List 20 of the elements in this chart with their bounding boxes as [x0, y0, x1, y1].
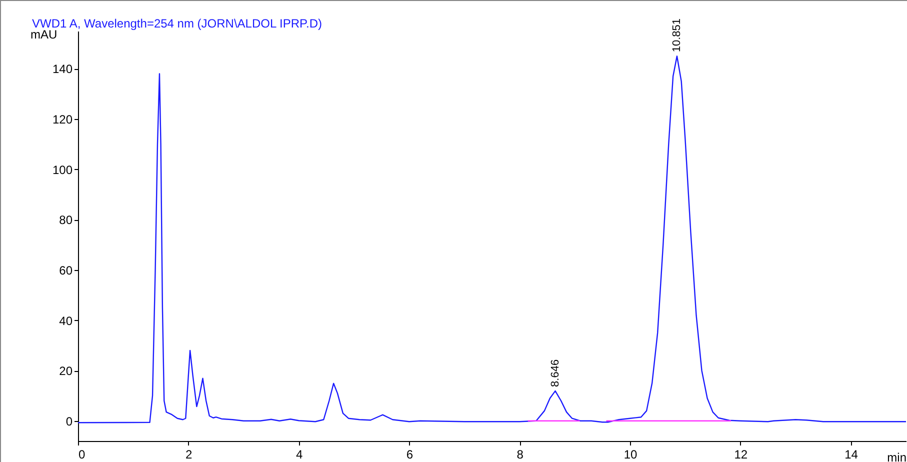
annotation: 8.646: [549, 359, 562, 387]
x-tick-label: 14: [844, 448, 858, 462]
line-series: [77, 56, 907, 424]
x-tick-label: 12: [734, 448, 748, 462]
x-tick-label: 10: [624, 448, 638, 462]
x-tick-label: 2: [186, 448, 193, 462]
y-tick-label: 120: [52, 112, 73, 127]
annotation: 10.851: [670, 18, 683, 52]
y-tick-label: 20: [59, 364, 73, 378]
x-tick-label: 4: [296, 448, 303, 462]
y-tick-label: 0: [66, 414, 73, 428]
x-tick-label: 0: [78, 448, 86, 462]
x-tick-label: 8: [516, 448, 524, 462]
y-tick-label: 140: [52, 62, 73, 76]
x-tick-label: 6: [406, 448, 414, 462]
y-tick-label: 100: [52, 162, 73, 177]
x-axis-title: min: [887, 450, 906, 462]
y-tick-label: 40: [59, 314, 73, 328]
y-tick-label: 80: [59, 213, 73, 228]
y-tick-label: 60: [59, 263, 73, 278]
